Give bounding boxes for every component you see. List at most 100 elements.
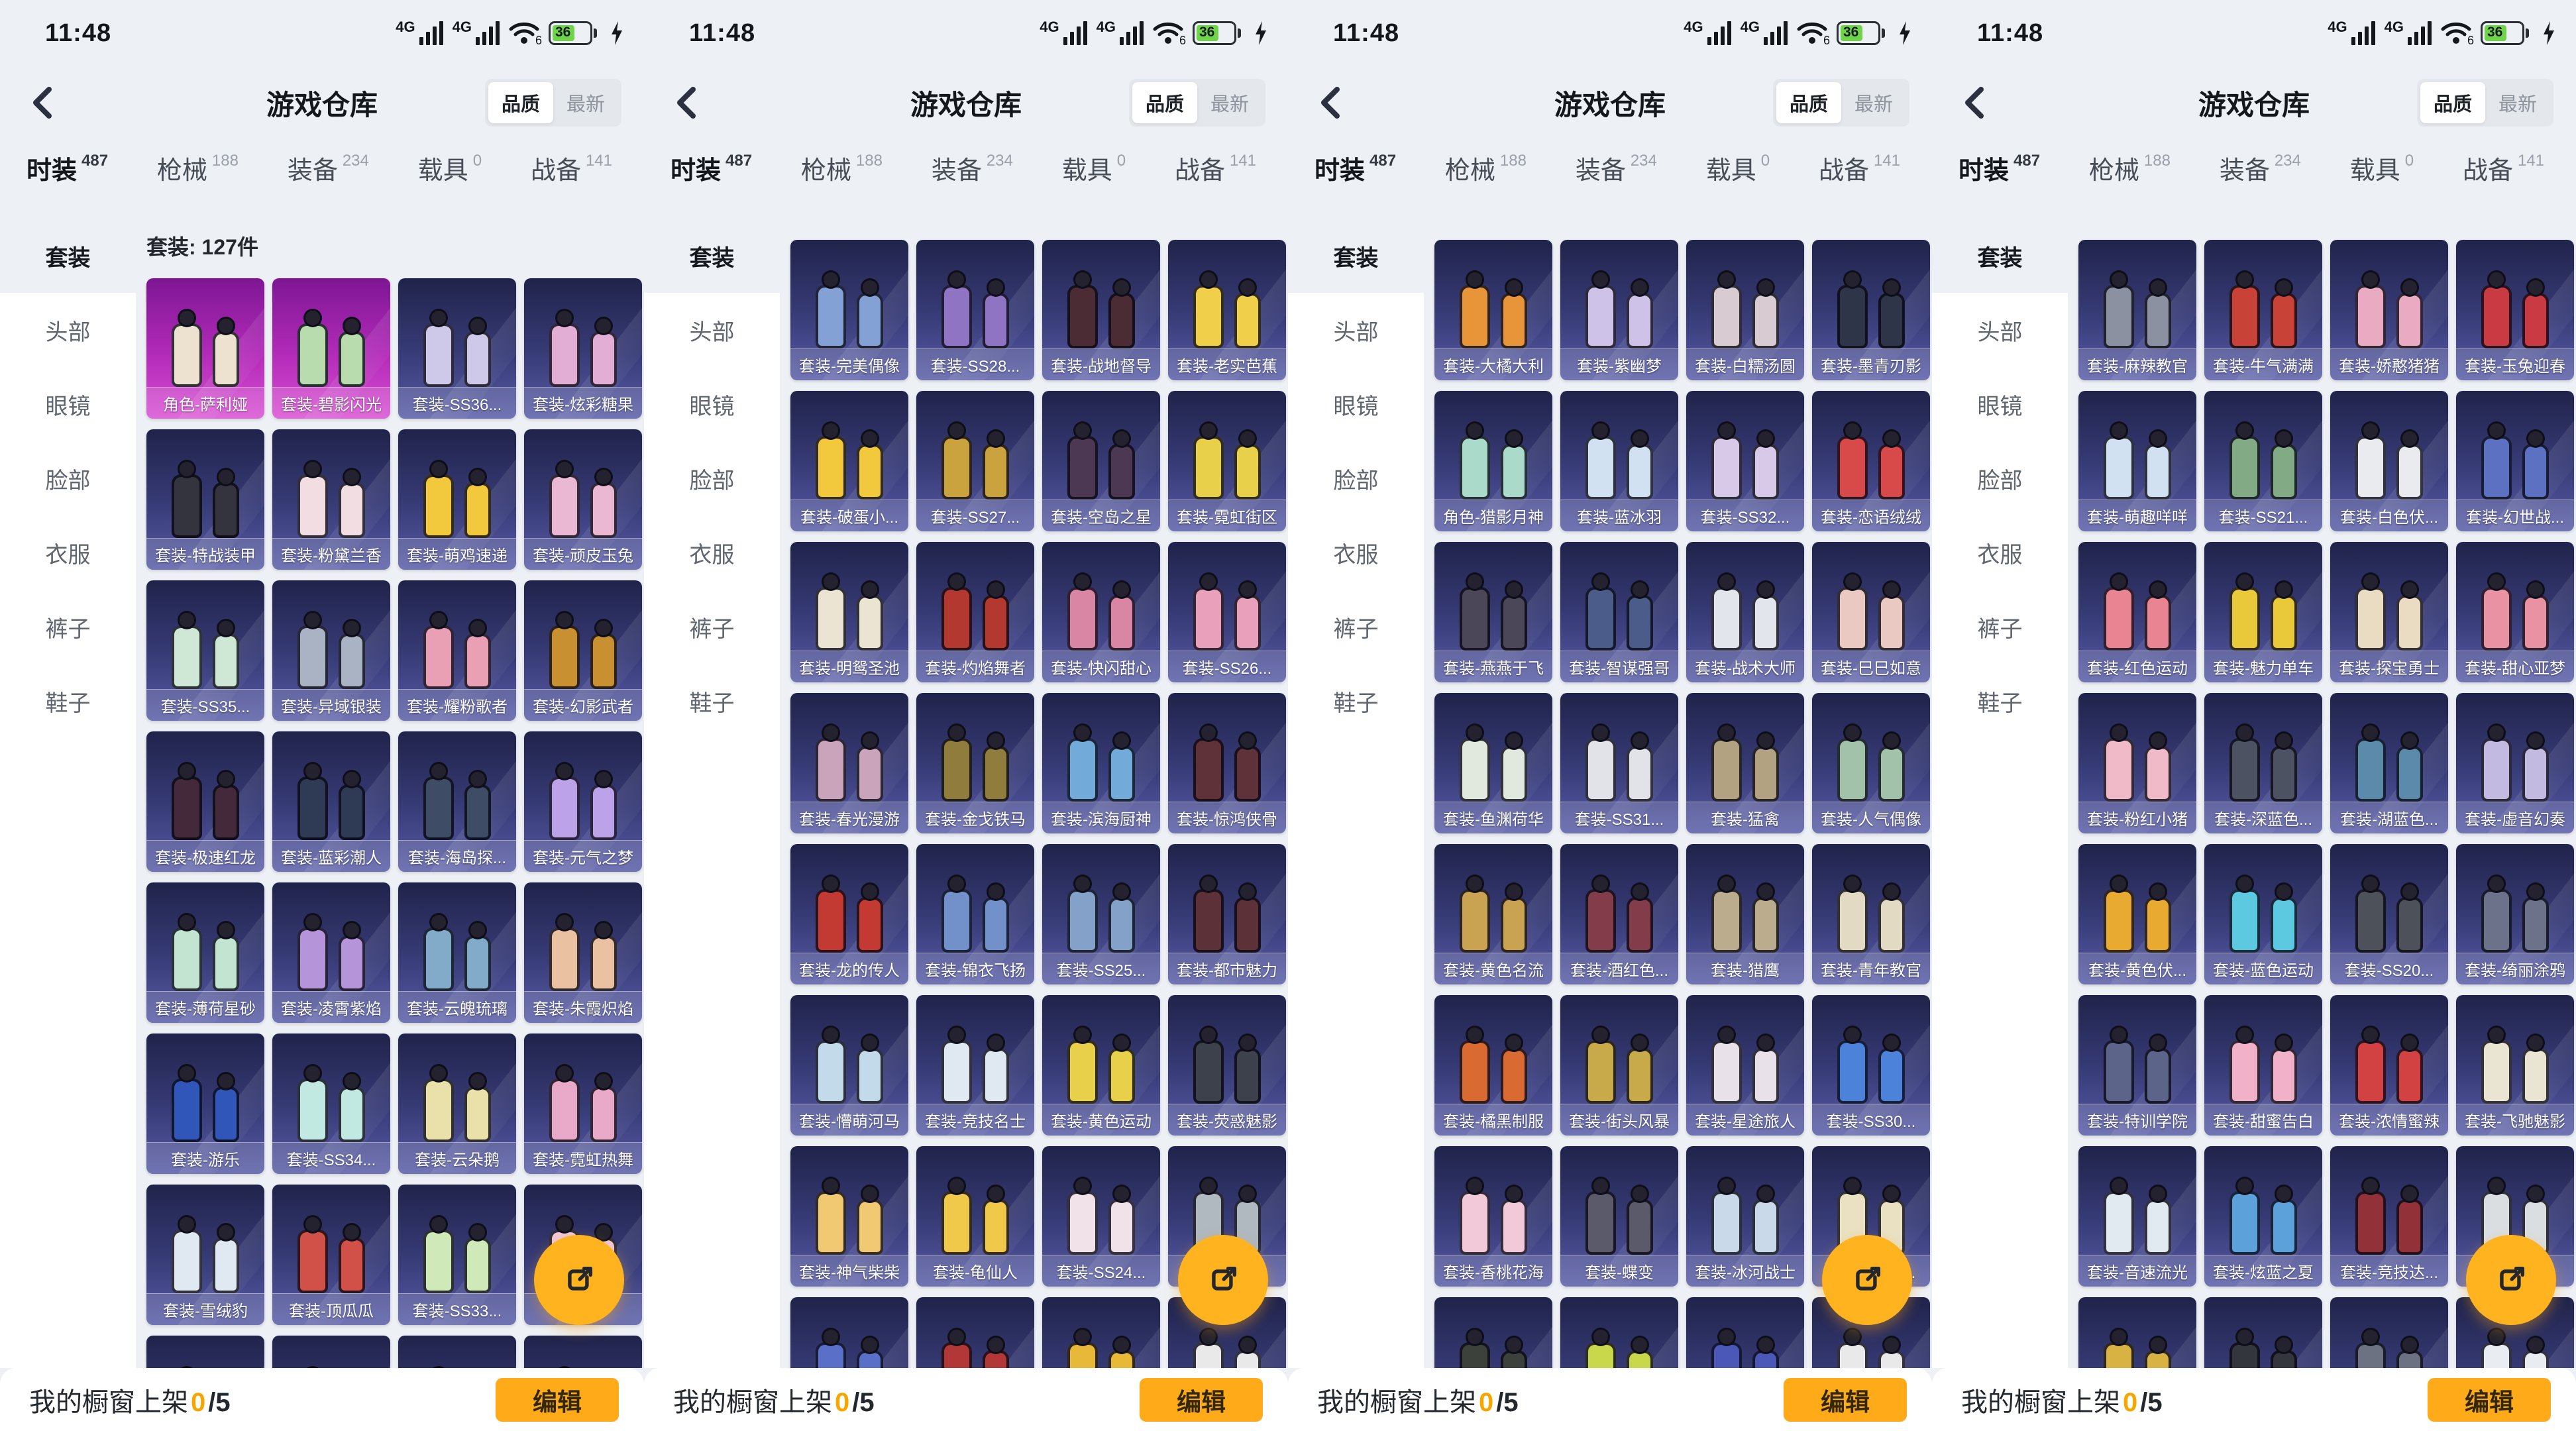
item-card[interactable]: 套装-战术大师 [1686, 542, 1804, 682]
sidebar-item-眼镜[interactable]: 眼镜 [1977, 394, 2023, 419]
sidebar-item-头部[interactable]: 头部 [1333, 319, 1379, 345]
item-card[interactable]: 套装-蓝色运动 [2204, 844, 2322, 984]
item-card[interactable] [398, 1336, 516, 1368]
item-card[interactable]: 套装-玉兔迎春 [2456, 240, 2574, 380]
item-card[interactable]: 套装-炫彩糖果 [524, 278, 642, 419]
sidebar-item-鞋子[interactable]: 鞋子 [45, 690, 91, 716]
item-card[interactable] [272, 1336, 390, 1368]
item-card[interactable] [1812, 1297, 1930, 1368]
item-card[interactable]: 套装-云魄琉璃 [398, 882, 516, 1023]
tab-时装[interactable]: 时装 487 [1959, 150, 2040, 232]
tab-枪械[interactable]: 枪械 188 [1445, 150, 1527, 219]
sidebar-item-衣服[interactable]: 衣服 [689, 542, 735, 568]
back-button[interactable] [1311, 83, 1350, 123]
tab-装备[interactable]: 装备 234 [932, 150, 1013, 219]
item-card[interactable]: 套装-都市魅力 [1168, 844, 1286, 984]
sidebar-item-脸部[interactable]: 脸部 [689, 468, 735, 494]
item-card[interactable]: 套装-海岛探... [398, 731, 516, 872]
item-card[interactable]: 套装-蓝彩潮人 [272, 731, 390, 872]
item-card[interactable]: 套装-SS28... [916, 240, 1034, 380]
item-card[interactable]: 套装-灼焰舞者 [916, 542, 1034, 682]
item-card[interactable]: 角色-萨利娅 [146, 278, 264, 419]
item-card[interactable]: 套装-SS20... [2330, 844, 2448, 984]
item-card[interactable]: 套装-碧影闪光 [272, 278, 390, 419]
item-card[interactable]: 套装-酒红色... [1560, 844, 1678, 984]
item-card[interactable]: 套装-耀粉歌者 [398, 580, 516, 721]
sidebar-item-衣服[interactable]: 衣服 [1977, 542, 2023, 568]
item-card[interactable]: 套装-红色运动 [2078, 542, 2196, 682]
item-card[interactable]: 套装-明鸳圣池 [790, 542, 908, 682]
sidebar-item-脸部[interactable]: 脸部 [1977, 468, 2023, 494]
sidebar-item-头部[interactable]: 头部 [45, 319, 91, 345]
sidebar-item-脸部[interactable]: 脸部 [1333, 468, 1379, 494]
tab-时装[interactable]: 时装 487 [27, 150, 108, 232]
sort-latest-button[interactable]: 最新 [1854, 94, 1893, 115]
item-card[interactable]: 套装-幻影武者 [524, 580, 642, 721]
item-card[interactable]: 套装-顽皮玉兔 [524, 429, 642, 570]
item-card[interactable]: 套装-魅力单车 [2204, 542, 2322, 682]
item-card[interactable]: 套装-竞技名士 [916, 995, 1034, 1136]
item-card[interactable]: 套装-顶瓜瓜 [272, 1185, 390, 1325]
item-card[interactable]: 套装-牛气满满 [2204, 240, 2322, 380]
item-card[interactable]: 套装-浓情蜜辣 [2330, 995, 2448, 1136]
item-card[interactable]: 套装-麻辣教官 [2078, 240, 2196, 380]
sidebar-item-套装[interactable]: 套装 [0, 219, 136, 293]
item-card[interactable]: 套装-SS27... [916, 391, 1034, 531]
item-card[interactable]: 套装-SS26... [1168, 542, 1286, 682]
item-card[interactable]: 套装-音速流光 [2078, 1146, 2196, 1287]
item-card[interactable]: 套装-紫幽梦 [1560, 240, 1678, 380]
item-card[interactable]: 套装-SS25... [1042, 844, 1160, 984]
item-card[interactable] [2330, 1297, 2448, 1368]
item-card[interactable]: 套装-街头风暴 [1560, 995, 1678, 1136]
item-card[interactable]: 套装-娇憨猪猪 [2330, 240, 2448, 380]
item-card[interactable] [916, 1297, 1034, 1368]
sidebar-item-衣服[interactable]: 衣服 [45, 542, 91, 568]
tab-战备[interactable]: 战备 141 [2463, 150, 2544, 219]
item-card[interactable]: 套装-滨海厨神 [1042, 693, 1160, 833]
item-card[interactable]: 套装-大橘大利 [1434, 240, 1552, 380]
item-card[interactable]: 套装-特战装甲 [146, 429, 264, 570]
item-card[interactable] [2204, 1297, 2322, 1368]
sort-quality-button[interactable]: 品质 [488, 82, 553, 123]
item-card[interactable]: 套装-竞技达... [2330, 1146, 2448, 1287]
sort-quality-button[interactable]: 品质 [1776, 82, 1841, 123]
edit-button[interactable]: 编辑 [496, 1377, 619, 1422]
sidebar-item-头部[interactable]: 头部 [1977, 319, 2023, 345]
item-card[interactable]: 套装-青年教官 [1812, 844, 1930, 984]
item-card[interactable]: 套装-霓虹街区 [1168, 391, 1286, 531]
item-card[interactable]: 套装-冰河战士 [1686, 1146, 1804, 1287]
item-card[interactable]: 套装-云朵鹅 [398, 1034, 516, 1174]
tab-时装[interactable]: 时装 487 [671, 150, 752, 232]
item-card[interactable]: 套装-SS21... [2204, 391, 2322, 531]
item-card[interactable]: 套装-龙的传人 [790, 844, 908, 984]
item-card[interactable]: 套装-SS30... [1812, 995, 1930, 1136]
sidebar-item-套装[interactable]: 套装 [1288, 219, 1424, 293]
item-card[interactable]: 套装-墨青刃影 [1812, 240, 1930, 380]
item-card[interactable]: 套装-惊鸿侠骨 [1168, 693, 1286, 833]
sidebar-item-套装[interactable]: 套装 [1932, 219, 2068, 293]
item-card[interactable]: 套装-凌霄紫焰 [272, 882, 390, 1023]
item-card[interactable] [1434, 1297, 1552, 1368]
item-card[interactable]: 套装-星途旅人 [1686, 995, 1804, 1136]
sort-latest-button[interactable]: 最新 [2498, 94, 2537, 115]
sort-latest-button[interactable]: 最新 [566, 94, 605, 115]
tab-载具[interactable]: 载具 0 [1706, 150, 1770, 219]
item-card[interactable]: 套装-朱霞炽焰 [524, 882, 642, 1023]
item-card[interactable]: 套装-橘黑制服 [1434, 995, 1552, 1136]
share-button[interactable] [1178, 1235, 1268, 1325]
share-button[interactable] [1822, 1235, 1912, 1325]
item-card[interactable]: 套装-空岛之星 [1042, 391, 1160, 531]
item-card[interactable]: 套装-快闪甜心 [1042, 542, 1160, 682]
item-card[interactable]: 套装-游乐 [146, 1034, 264, 1174]
sidebar-item-裤子[interactable]: 裤子 [1333, 616, 1379, 642]
edit-button[interactable]: 编辑 [1784, 1377, 1907, 1422]
item-card[interactable] [790, 1297, 908, 1368]
sidebar-item-眼镜[interactable]: 眼镜 [689, 394, 735, 419]
sidebar-item-鞋子[interactable]: 鞋子 [1333, 690, 1379, 716]
item-card[interactable]: 套装-甜心亚梦 [2456, 542, 2574, 682]
item-card[interactable]: 套装-雪绒豹 [146, 1185, 264, 1325]
item-card[interactable]: 套装-元气之梦 [524, 731, 642, 872]
item-card[interactable]: 套装-深蓝色... [2204, 693, 2322, 833]
item-card[interactable]: 套装-粉红小猪 [2078, 693, 2196, 833]
item-card[interactable]: 套装-破蛋小... [790, 391, 908, 531]
